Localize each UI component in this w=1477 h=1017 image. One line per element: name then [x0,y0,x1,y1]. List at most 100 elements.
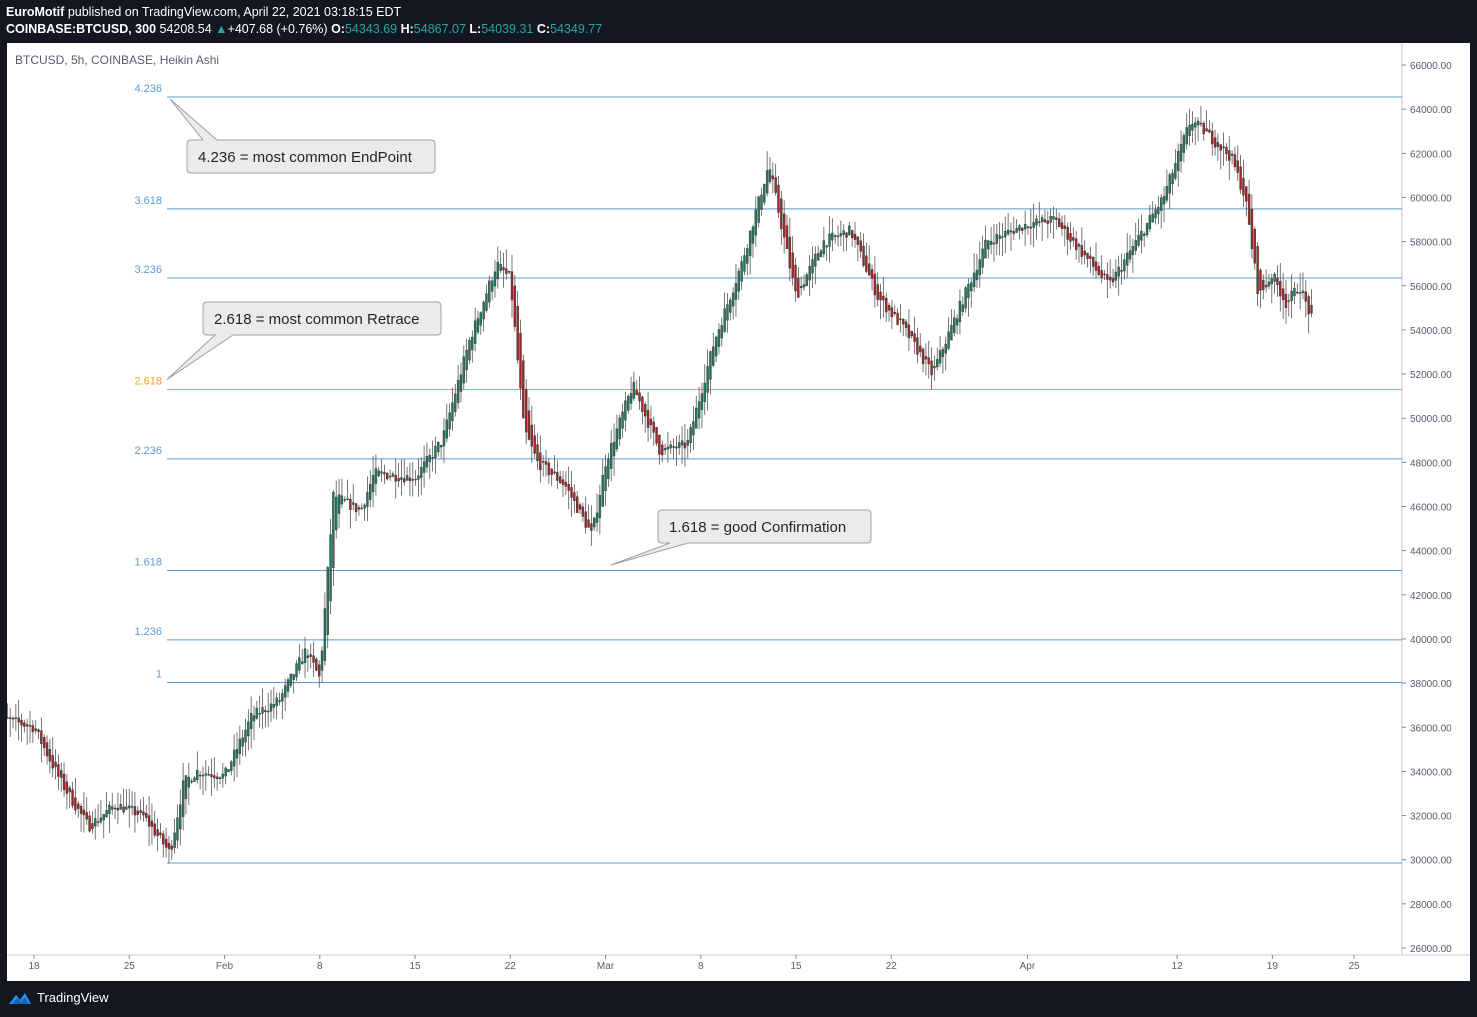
candle-body [184,775,188,800]
candle-body [68,787,71,793]
y-tick-label: 40000.00 [1410,635,1452,646]
candle-body [408,477,412,482]
candle-body [295,663,298,678]
x-tick-label: Apr [1020,961,1036,972]
candle-body [473,320,477,344]
candle-body [516,306,519,361]
candle-body [232,749,236,767]
candle-body [998,235,1001,239]
candle-body [595,512,599,523]
candle-body [910,331,913,337]
tradingview-footer[interactable]: TradingView [8,990,109,1005]
candle-body [1009,230,1013,233]
candle-body [995,233,998,244]
publish-info: EuroMotif published on TradingView.com, … [6,5,401,19]
candle-body [933,365,936,369]
x-tick-label: 15 [409,961,421,972]
candle-body [490,280,494,292]
candle-body [774,177,777,193]
candle-body [468,339,471,361]
candle-body [1216,142,1220,147]
x-tick-label: 25 [124,961,136,972]
open-value: 54343.69 [344,22,398,36]
annotation-callout[interactable]: 4.236 = most common EndPoint [169,98,436,174]
candle-body [1182,135,1186,153]
candle-body [797,277,800,298]
candle-body [85,812,88,820]
candle-body [215,776,219,779]
candle-body [111,806,114,810]
candle-body [125,806,128,810]
low-value: 54039.31 [481,22,534,36]
candle-body [462,356,465,384]
chart-area[interactable]: 26000.00 28000.00 30000.00 32000.00 34000.00… [7,43,1470,981]
candle-body [938,350,942,364]
candle-body [768,169,772,183]
candle-body [25,724,29,727]
candle-body [712,346,715,366]
x-tick-label: 25 [1348,961,1360,972]
candle-body [967,283,970,299]
candle-body [919,345,922,353]
candle-body [794,264,797,292]
tradingview-logo-icon [9,992,31,1004]
candle-body [507,271,511,273]
candle-body [479,312,483,326]
candle-body [1213,137,1217,148]
candle-body [318,664,321,677]
candle-body [519,332,522,389]
candle-body [513,285,517,327]
candle-body [944,343,947,354]
candle-body [1072,237,1075,241]
price-chart[interactable]: 26000.00 28000.00 30000.00 32000.00 34000.00… [7,43,1470,981]
candle-body [315,658,318,671]
candle-body [394,474,397,482]
candle-body [1123,259,1126,272]
candle-body [890,307,894,318]
candle-body [641,396,644,412]
candle-body [1253,228,1256,264]
candle-body [269,703,273,712]
candle-body [975,269,979,281]
candle-body [77,803,80,809]
candle-body [850,230,854,239]
candle-body [658,435,661,455]
candle-body [1066,226,1069,240]
candle-body [972,272,976,288]
candle-body [383,472,386,475]
candle-body [757,196,760,223]
candle-body [930,360,933,376]
author-name[interactable]: EuroMotif [6,5,65,19]
candle-body [1273,274,1276,282]
candle-body [17,717,20,723]
candle-body [978,259,981,276]
candle-body [57,764,60,777]
candle-body [680,440,684,446]
high-value: 54867.07 [413,22,466,36]
candle-body [388,475,392,478]
candle-body [1264,284,1268,288]
candle-body [689,427,692,444]
candle-body [62,773,66,790]
candle-body [230,761,233,771]
candle-body [354,503,358,512]
candle-body [839,233,843,237]
candle-body [167,843,171,849]
candle-body [496,261,500,280]
candle-body [31,725,35,733]
candle-body [502,267,505,271]
fib-level-label: 1.236 [134,626,162,638]
annotation-callout[interactable]: 2.618 = most common Retrace [166,301,442,380]
candle-body [320,650,324,671]
candle-body [833,235,837,237]
candle-body [913,333,916,342]
candle-body [989,241,993,246]
candle-body [1185,127,1188,145]
candle-body [740,261,743,282]
annotation-callout[interactable]: 1.618 = good Confirmation [610,509,872,566]
candle-body [74,797,77,811]
candle-body [1091,256,1095,267]
candle-body [173,832,176,848]
fib-level-label: 1 [156,668,162,680]
candle-body [675,446,678,449]
